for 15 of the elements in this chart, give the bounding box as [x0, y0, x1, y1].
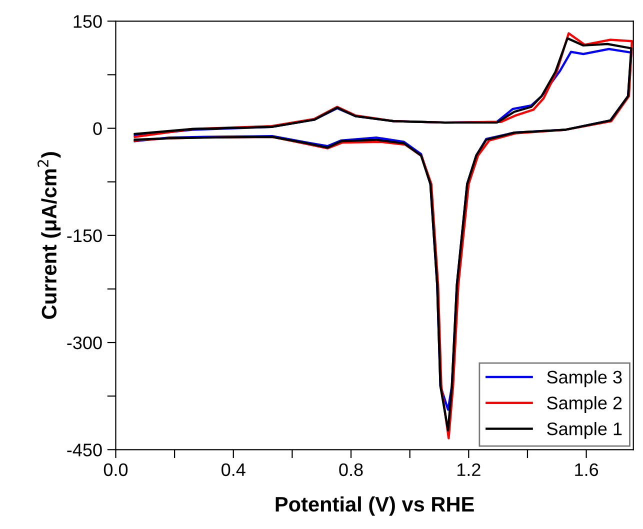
legend-label: Sample 3	[547, 370, 622, 388]
y-tick-label: 150	[74, 15, 102, 28]
y-tick-label: -300	[67, 336, 102, 350]
x-tick-label: 1.6	[575, 463, 598, 476]
y-tick-label: 0	[93, 122, 102, 136]
legend-label: Sample 1	[547, 422, 622, 439]
legend-label: Sample 2	[547, 396, 622, 413]
x-axis-title: Potential (V) vs RHE	[276, 496, 474, 516]
y-tick-label: -150	[67, 229, 102, 242]
x-tick-label: 0.0	[104, 463, 128, 476]
y-axis-title: Current (μA/cm$^{2}$)	[38, 152, 61, 319]
x-tick-label: 1.2	[457, 463, 480, 476]
y-tick-label: -450	[67, 444, 102, 456]
x-tick-label: 0.4	[222, 463, 246, 476]
x-tick-label: 0.8	[339, 463, 363, 476]
